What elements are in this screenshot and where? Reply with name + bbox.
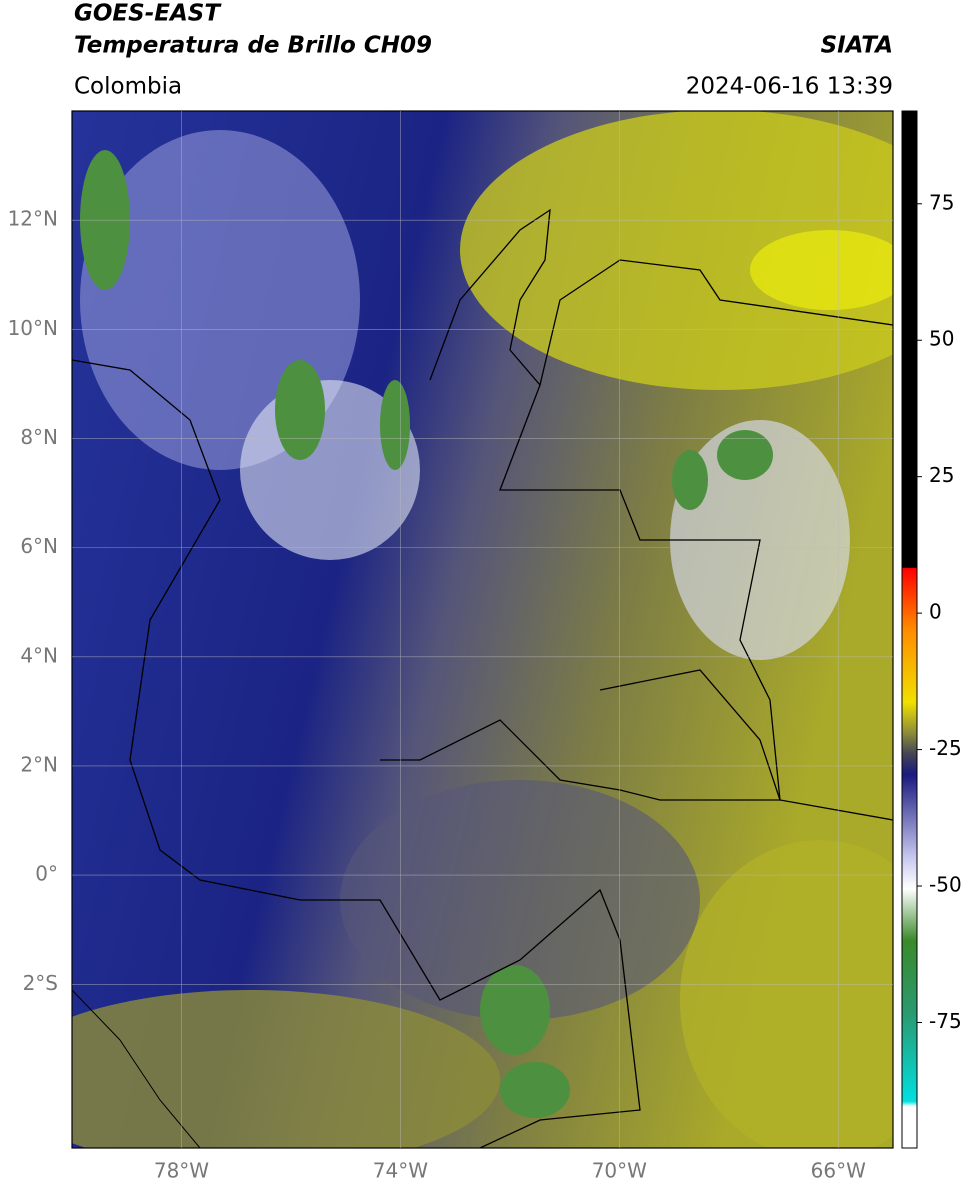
- title: GOES-EAST: [74, 1, 222, 27]
- lat-tick-label: 4°N: [20, 643, 58, 667]
- lat-tick-label: 8°N: [20, 425, 58, 449]
- colorbar-tick-label: -25: [929, 736, 962, 760]
- lat-tick-label: 2°S: [23, 971, 58, 995]
- satellite-image: [72, 111, 893, 1148]
- subtitle: Temperatura de Brillo CH09: [74, 33, 432, 59]
- colorbar-tick-label: -50: [929, 873, 962, 897]
- lon-tick-label: 78°W: [154, 1159, 209, 1183]
- colorbar-tick-label: 25: [929, 463, 954, 487]
- map-frame: [71, 110, 894, 1149]
- colorbar-tick-label: 50: [929, 327, 954, 351]
- region: Colombia: [74, 74, 182, 100]
- colorbar: [901, 110, 918, 1149]
- source: SIATA: [821, 33, 893, 59]
- colorbar-tick-label: 0: [929, 600, 942, 624]
- lon-tick-label: 70°W: [592, 1159, 647, 1183]
- lat-tick-label: 0°: [35, 862, 58, 886]
- colorbar-tick-label: -75: [929, 1009, 962, 1033]
- lat-tick-label: 6°N: [20, 534, 58, 558]
- timestamp: 2024-06-16 13:39: [686, 74, 893, 100]
- lon-tick-label: 74°W: [373, 1159, 428, 1183]
- lat-tick-label: 12°N: [8, 207, 58, 231]
- colorbar-tick-label: 75: [929, 190, 954, 214]
- lat-tick-label: 10°N: [8, 316, 58, 340]
- lat-tick-label: 2°N: [20, 752, 58, 776]
- lon-tick-label: 66°W: [811, 1159, 866, 1183]
